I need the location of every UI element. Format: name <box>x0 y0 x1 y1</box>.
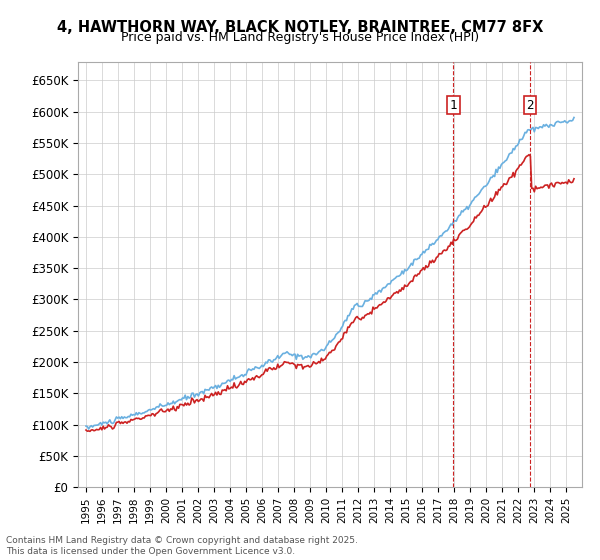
Text: 1: 1 <box>449 99 457 112</box>
Text: Contains HM Land Registry data © Crown copyright and database right 2025.
This d: Contains HM Land Registry data © Crown c… <box>6 536 358 556</box>
Text: 2: 2 <box>526 99 534 112</box>
Text: 4, HAWTHORN WAY, BLACK NOTLEY, BRAINTREE, CM77 8FX: 4, HAWTHORN WAY, BLACK NOTLEY, BRAINTREE… <box>57 20 543 35</box>
Text: Price paid vs. HM Land Registry's House Price Index (HPI): Price paid vs. HM Land Registry's House … <box>121 31 479 44</box>
